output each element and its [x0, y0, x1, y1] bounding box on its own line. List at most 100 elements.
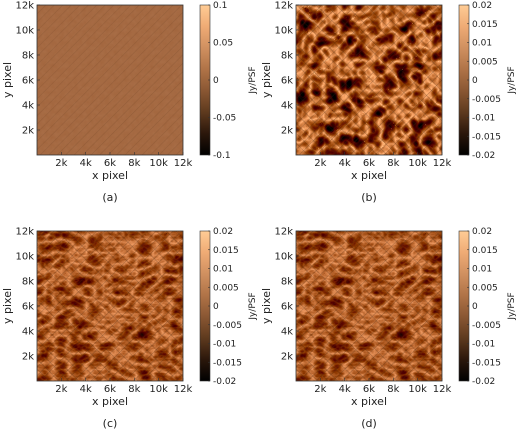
x-tick-label: 6k — [104, 158, 116, 169]
x-axis-label: x pixel — [92, 395, 128, 408]
x-tick-label: 10k — [408, 384, 427, 395]
colorbar-tick-label: 0.015 — [472, 246, 498, 256]
colorbar-tick-label: 0.02 — [472, 1, 492, 11]
x-tick-label: 8k — [387, 158, 399, 169]
y-tick-label: 6k — [281, 302, 293, 313]
x-tick-label: 8k — [128, 384, 140, 395]
caption-d: (d) — [361, 417, 377, 430]
y-tick-label: 6k — [281, 76, 293, 87]
y-tick-label: 12k — [274, 227, 293, 238]
colorbar-tick-label: -0.005 — [213, 321, 242, 331]
x-tick-label: 2k — [55, 384, 67, 395]
colorbar-tick-label: -0.02 — [472, 151, 495, 161]
x-tick-label: 10k — [149, 158, 168, 169]
y-tick-label: 6k — [22, 76, 34, 87]
panel-a-image — [37, 5, 183, 155]
x-tick-label: 4k — [80, 158, 92, 169]
x-tick-label: 12k — [174, 384, 193, 395]
x-tick-label: 2k — [314, 384, 326, 395]
colorbar-tick-label: -0.05 — [213, 114, 236, 124]
colorbar-tick-label: 0.02 — [472, 227, 492, 237]
x-tick-label: 12k — [433, 158, 452, 169]
y-axis-label: y pixel — [260, 288, 273, 324]
y-axis-label: y pixel — [1, 62, 14, 98]
image-fringes-cross — [296, 231, 442, 381]
y-tick-label: 12k — [15, 1, 34, 12]
x-tick-label: 2k — [314, 158, 326, 169]
x-tick-label: 12k — [433, 384, 452, 395]
colorbar-tick-label: -0.015 — [472, 358, 501, 368]
colorbar-tick-label: 0.01 — [213, 265, 233, 275]
y-tick-label: 4k — [22, 101, 34, 112]
caption-c: (c) — [103, 417, 118, 430]
y-axis-label: y pixel — [260, 62, 273, 98]
panel-b: 2k 4k 6k 8k 10k 12k 2k 4k 6k 8k 10k 12k x pixel y pix… — [260, 1, 517, 205]
x-axis-label: x pixel — [92, 169, 128, 182]
y-tick-label: 8k — [22, 277, 34, 288]
y-tick-label: 10k — [274, 26, 293, 37]
y-tick-label: 8k — [22, 51, 34, 62]
x-tick-label: 4k — [339, 384, 351, 395]
colorbar-tick-label: -0.01 — [472, 114, 495, 124]
panel-a-colorbar: 0.1 0.05 0 -0.05 -0.1 Jy/PSF — [199, 1, 258, 161]
panel-d-image — [296, 231, 442, 381]
y-tick-label: 6k — [22, 302, 34, 313]
y-tick-label: 4k — [281, 101, 293, 112]
panels-group: 2k 4k 6k 8k 10k 12k 2k 4k 6k 8k 10k 12k x pixel y pix… — [1, 1, 517, 431]
image-fringes-cross — [37, 231, 183, 381]
colorbar-tick-label: 0.05 — [213, 39, 233, 49]
colorbar-tick-label: -0.005 — [472, 95, 501, 105]
y-tick-label: 4k — [281, 327, 293, 338]
colorbar-label: Jy/PSF — [248, 292, 258, 320]
x-tick-label: 6k — [104, 384, 116, 395]
x-tick-label: 4k — [339, 158, 351, 169]
y-tick-label: 2k — [281, 352, 293, 363]
colorbar-tick-label: 0 — [213, 302, 219, 312]
colorbar-tick-label: 0.015 — [213, 246, 239, 256]
y-tick-label: 4k — [22, 327, 34, 338]
image-fringes — [37, 5, 183, 155]
colorbar-label: Jy/PSF — [248, 66, 258, 94]
colorbar-tick-label: 0.015 — [472, 20, 498, 30]
x-tick-label: 8k — [128, 158, 140, 169]
panel-d: 2k 4k 6k 8k 10k 12k 2k 4k 6k 8k 10k 12k x pixel y pix… — [260, 227, 517, 431]
colorbar-label: Jy/PSF — [507, 292, 517, 320]
y-tick-label: 12k — [15, 227, 34, 238]
panel-d-colorbar: 0.02 0.015 0.01 0.005 0 -0.005 -0.01 -0.015 -0.0… — [458, 227, 517, 387]
panel-c-image — [37, 231, 183, 381]
colorbar-tick-label: -0.01 — [213, 340, 236, 350]
y-axis-label: y pixel — [1, 288, 14, 324]
colorbar-tick-label: 0 — [472, 302, 478, 312]
caption-b: (b) — [361, 191, 377, 204]
x-tick-label: 10k — [408, 158, 427, 169]
colorbar-tick-label: -0.005 — [472, 321, 501, 331]
x-tick-label: 10k — [149, 384, 168, 395]
panel-b-image — [296, 5, 442, 155]
x-tick-label: 4k — [80, 384, 92, 395]
colorbar-tick-label: 0.01 — [472, 39, 492, 49]
y-tick-label: 8k — [281, 277, 293, 288]
x-axis-label: x pixel — [351, 169, 387, 182]
x-tick-label: 2k — [55, 158, 67, 169]
colorbar-tick-label: 0.005 — [213, 283, 239, 293]
panel-c: 2k 4k 6k 8k 10k 12k 2k 4k 6k 8k 10k 12k x pixel y pix… — [1, 227, 258, 431]
panel-b-colorbar: 0.02 0.015 0.01 0.005 0 -0.005 -0.01 -0.015 -0.0… — [458, 1, 517, 161]
image-fringes-cross — [296, 5, 442, 155]
colorbar-tick-label: -0.015 — [472, 132, 501, 142]
colorbar-tick-label: 0.005 — [472, 283, 498, 293]
x-axis-label: x pixel — [351, 395, 387, 408]
colorbar-tick-label: 0.01 — [472, 265, 492, 275]
colorbar-label: Jy/PSF — [507, 66, 517, 94]
colorbar-tick-label: -0.02 — [472, 377, 495, 387]
y-tick-label: 10k — [274, 252, 293, 263]
x-tick-label: 8k — [387, 384, 399, 395]
colorbar-tick-label: -0.1 — [213, 151, 231, 161]
x-tick-label: 6k — [363, 158, 375, 169]
y-tick-label: 10k — [15, 252, 34, 263]
y-tick-label: 2k — [22, 352, 34, 363]
y-tick-label: 2k — [22, 126, 34, 137]
x-tick-label: 6k — [363, 384, 375, 395]
colorbar-tick-label: 0 — [472, 76, 478, 86]
colorbar-tick-label: -0.01 — [472, 340, 495, 350]
